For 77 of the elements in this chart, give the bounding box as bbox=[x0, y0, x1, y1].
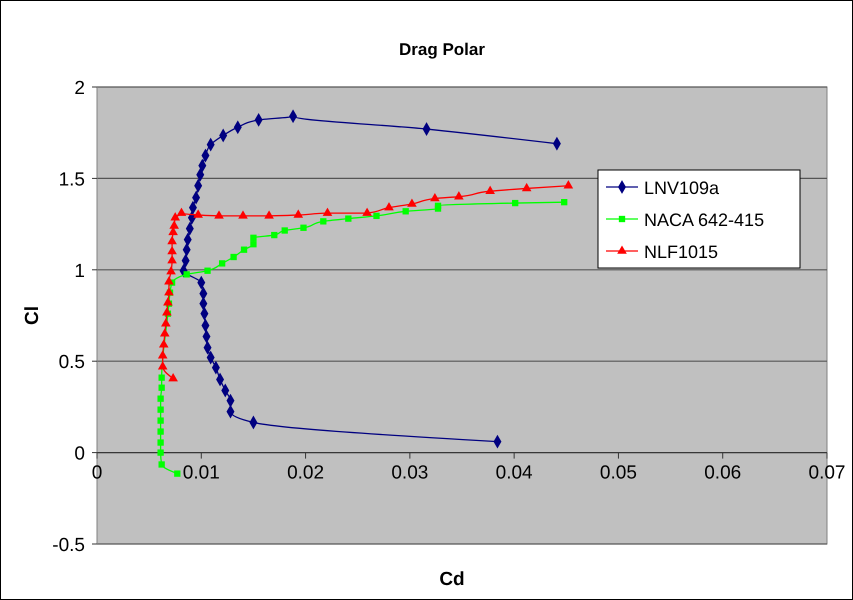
point bbox=[204, 268, 211, 274]
point bbox=[176, 208, 186, 216]
point bbox=[169, 220, 179, 229]
point bbox=[157, 449, 164, 456]
x-tick-label: 0.01 bbox=[182, 462, 220, 484]
point bbox=[300, 224, 307, 231]
point bbox=[434, 202, 442, 209]
x-axis-title: Cd bbox=[439, 569, 465, 590]
point bbox=[158, 384, 165, 391]
point bbox=[271, 232, 278, 238]
point bbox=[454, 191, 464, 200]
point bbox=[193, 209, 203, 218]
x-tick-label: 0 bbox=[92, 462, 102, 484]
point bbox=[167, 255, 177, 264]
point bbox=[230, 254, 237, 260]
x-tick-label: 0.02 bbox=[287, 462, 324, 484]
y-tick-label: 2 bbox=[74, 78, 85, 99]
point bbox=[322, 208, 332, 216]
point bbox=[250, 234, 257, 241]
point bbox=[170, 212, 180, 220]
x-tick-label: 0.06 bbox=[704, 462, 742, 484]
point bbox=[167, 236, 177, 244]
y-tick-label: 1 bbox=[74, 260, 85, 282]
point bbox=[157, 417, 164, 424]
point bbox=[162, 307, 172, 316]
point bbox=[238, 210, 248, 219]
y-tick-label: -0.5 bbox=[52, 535, 85, 556]
x-tick-label: 0.04 bbox=[496, 462, 534, 484]
point bbox=[214, 210, 224, 219]
point bbox=[373, 212, 380, 220]
point bbox=[282, 227, 288, 234]
point bbox=[158, 350, 168, 358]
point bbox=[174, 470, 180, 477]
point bbox=[264, 210, 274, 219]
point bbox=[345, 215, 352, 222]
x-tick-label: 0.07 bbox=[808, 462, 846, 484]
y-axis-title: Cl bbox=[22, 306, 43, 325]
y-tick-label: 0.5 bbox=[58, 352, 85, 374]
y-tick-label: 1.5 bbox=[58, 169, 85, 190]
x-tick-label: 0.05 bbox=[600, 462, 637, 484]
point bbox=[158, 461, 165, 468]
point bbox=[362, 208, 372, 216]
point bbox=[157, 396, 164, 402]
point bbox=[564, 180, 574, 188]
point bbox=[163, 297, 173, 306]
point bbox=[561, 199, 568, 206]
point bbox=[164, 276, 174, 284]
point bbox=[320, 218, 326, 225]
x-tick-label: 0.03 bbox=[391, 462, 428, 484]
point bbox=[160, 328, 170, 337]
y-tick-label: 0 bbox=[74, 444, 85, 465]
legend-label: NACA 642-415 bbox=[644, 210, 764, 230]
point bbox=[158, 374, 165, 381]
legend-label: NLF1015 bbox=[644, 242, 718, 262]
point bbox=[164, 287, 174, 296]
point bbox=[522, 182, 532, 192]
point bbox=[384, 202, 394, 210]
point bbox=[218, 260, 226, 267]
point bbox=[166, 266, 176, 274]
point bbox=[430, 192, 440, 202]
point bbox=[402, 208, 409, 214]
point bbox=[293, 209, 304, 218]
point bbox=[161, 318, 171, 326]
point bbox=[168, 373, 178, 382]
point bbox=[512, 200, 518, 206]
chart-title: Drag Polar bbox=[399, 40, 486, 59]
point bbox=[250, 241, 257, 248]
point bbox=[485, 186, 495, 194]
point bbox=[157, 439, 164, 446]
point bbox=[158, 339, 169, 348]
point bbox=[167, 246, 177, 254]
point bbox=[157, 428, 164, 435]
legend-label: LNV109a bbox=[644, 178, 720, 198]
point bbox=[407, 198, 417, 207]
point bbox=[158, 361, 168, 370]
point bbox=[157, 406, 164, 413]
point bbox=[240, 246, 248, 253]
